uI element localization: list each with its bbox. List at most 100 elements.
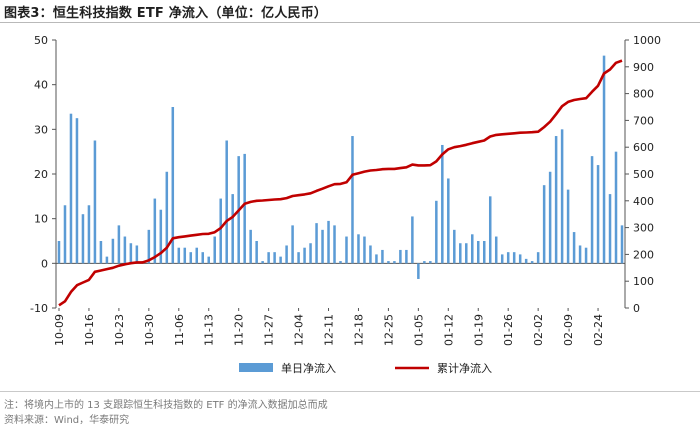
bar-daily-inflow [459, 243, 462, 264]
left-tick-label: -10 [30, 302, 48, 315]
x-tick-label: 10-16 [83, 314, 96, 346]
chart-note: 注：将境内上市的 13 支跟踪恒生科技指数的 ETF 的净流入数据加总而成 [4, 400, 328, 411]
bar-daily-inflow [494, 236, 498, 264]
bar-daily-inflow [159, 209, 163, 264]
left-tick-label: 10 [34, 213, 48, 226]
x-tick-label: 11-27 [263, 314, 276, 346]
x-tick-label: 01-05 [412, 314, 425, 346]
right-tick-label: 500 [633, 168, 654, 181]
bar-daily-inflow [135, 245, 139, 264]
x-tick-label: 10-09 [53, 314, 66, 346]
bar-daily-inflow [429, 261, 432, 264]
chart-title: 图表3：恒生科技指数 ETF 净流入（单位：亿人民币） [4, 6, 328, 21]
bar-daily-inflow [99, 241, 103, 264]
etf-flow-chart: -100102030405001002003004005006007008009… [30, 34, 661, 375]
bar-daily-inflow [530, 261, 534, 264]
left-tick-label: 40 [34, 79, 48, 92]
bar-daily-inflow [453, 229, 456, 264]
bar-daily-inflow [482, 241, 486, 264]
x-tick-label: 12-18 [352, 314, 365, 346]
right-tick-label: 800 [633, 88, 654, 101]
bar-daily-inflow [321, 229, 324, 264]
bar-daily-inflow [423, 261, 426, 264]
right-tick-label: 300 [633, 222, 654, 235]
bar-daily-inflow [554, 136, 558, 264]
bar-daily-inflow [399, 249, 402, 264]
bar-daily-inflow [411, 216, 414, 264]
title-divider [0, 22, 700, 23]
left-tick-label: 50 [34, 34, 48, 47]
x-tick-label: 12-25 [382, 314, 395, 346]
bar-daily-inflow [255, 241, 258, 264]
x-tick-label: 11-06 [173, 314, 186, 346]
bar-daily-inflow [303, 247, 306, 264]
bar-daily-inflow [560, 129, 564, 264]
bar-daily-inflow [171, 107, 175, 264]
bar-daily-inflow [381, 249, 384, 264]
bar-daily-inflow [291, 225, 294, 264]
bar-daily-inflow [441, 144, 444, 264]
bar-daily-inflow [81, 214, 85, 264]
bar-daily-inflow [357, 234, 360, 264]
bar-daily-inflow [339, 261, 342, 264]
bar-daily-inflow [542, 185, 546, 264]
bar-daily-inflow [620, 225, 624, 264]
bar-daily-inflow [273, 252, 276, 264]
x-tick-label: 02-09 [562, 314, 575, 346]
left-tick-label: 0 [41, 257, 48, 270]
bar-daily-inflow [387, 261, 390, 264]
bar-daily-inflow [488, 196, 492, 264]
bar-daily-inflow [351, 136, 354, 264]
bar-daily-inflow [117, 225, 121, 264]
bar-daily-inflow [183, 247, 187, 264]
legend-line-label: 累计净流入 [437, 361, 492, 375]
x-tick-label: 12-11 [323, 314, 336, 346]
bar-daily-inflow [524, 258, 528, 264]
bar-daily-inflow [243, 153, 246, 264]
right-tick-label: 900 [633, 61, 654, 74]
bar-daily-inflow [333, 225, 336, 264]
bar-daily-inflow [93, 140, 97, 264]
bar-daily-inflow [309, 243, 312, 264]
bar-daily-inflow [369, 245, 372, 264]
bar-daily-inflow [465, 243, 468, 264]
left-tick-label: 30 [34, 123, 48, 136]
bar-daily-inflow [123, 236, 127, 264]
bar-daily-inflow [297, 252, 300, 264]
bar-daily-inflow [548, 171, 552, 264]
right-tick-label: 600 [633, 141, 654, 154]
bar-daily-inflow [195, 247, 199, 264]
bar-daily-inflow [177, 247, 181, 264]
chart-source: 资料来源：Wind，华泰研究 [4, 415, 130, 426]
bar-daily-inflow [87, 205, 91, 264]
line-cumulative-inflow [58, 59, 623, 307]
bar-daily-inflow [231, 194, 234, 264]
bar-daily-inflow [477, 241, 480, 264]
bar-daily-inflow [219, 198, 222, 264]
bar-daily-inflow [608, 194, 612, 264]
bar-daily-inflow [590, 156, 594, 264]
bar-daily-inflow [153, 198, 157, 264]
footer-divider [0, 391, 700, 392]
bar-daily-inflow [375, 254, 378, 264]
bar-daily-inflow [69, 113, 73, 264]
right-tick-label: 0 [633, 302, 640, 315]
bar-daily-inflow [129, 243, 133, 264]
bar-daily-inflow [471, 234, 474, 264]
x-tick-label: 01-12 [442, 314, 455, 346]
bar-daily-inflow [75, 118, 79, 264]
bar-daily-inflow [512, 252, 516, 264]
bar-daily-inflow [393, 261, 396, 264]
right-tick-label: 100 [633, 275, 654, 288]
x-tick-label: 12-04 [293, 314, 306, 346]
bar-daily-inflow [201, 252, 204, 264]
bar-daily-inflow [435, 200, 438, 264]
x-tick-label: 01-26 [502, 314, 515, 346]
right-tick-label: 700 [633, 114, 654, 127]
bar-daily-inflow [315, 223, 318, 264]
bar-daily-inflow [63, 205, 67, 264]
bar-daily-inflow [165, 171, 169, 264]
bar-daily-inflow [105, 256, 109, 264]
bar-daily-inflow [614, 151, 618, 264]
bar-daily-inflow [267, 252, 270, 264]
